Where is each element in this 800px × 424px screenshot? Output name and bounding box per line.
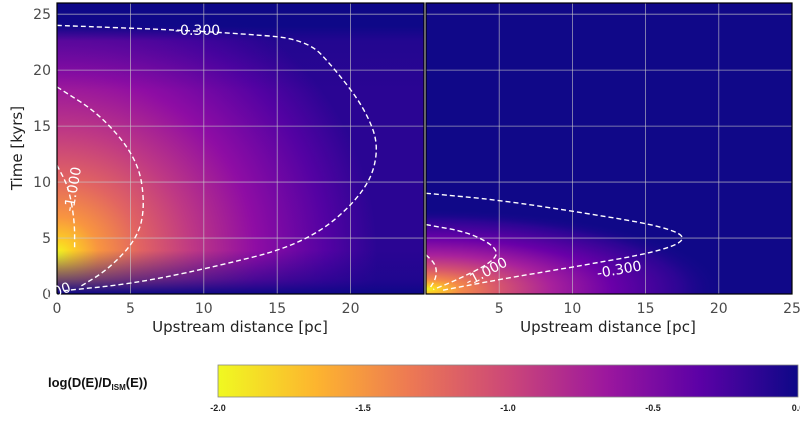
colorbar-tick-label: 0.0 (792, 403, 800, 413)
right-grid (426, 3, 792, 294)
left-ylabel: Time [kyrs] (8, 106, 26, 191)
contour-label-left-top: -0.300 (175, 23, 220, 39)
x-tick-label: 5 (495, 301, 504, 317)
colorbar: log(D(E)/DISM(E)) -2.0 -1.5 -1.0 -0.5 0.0 (48, 364, 800, 413)
x-tick-label: 5 (126, 301, 135, 317)
x-tick-label: 10 (195, 301, 213, 317)
y-tick-label: 15 (33, 119, 51, 135)
contour-label-left-side: -1.000 (62, 166, 86, 213)
right-contours (426, 192, 683, 292)
x-tick-label: 20 (710, 301, 728, 317)
contour-line (426, 223, 497, 291)
right-panel: 5 10 15 20 25 -1.000 -0.300 Upstream distanc… (425, 2, 800, 336)
colorbar-tick-label: -1.0 (500, 403, 516, 413)
x-tick-label: 15 (268, 301, 286, 317)
right-ticks: 5 10 15 20 25 (495, 301, 800, 317)
contour-line (426, 192, 683, 292)
x-tick-label: 20 (342, 301, 360, 317)
contour-label-left-bottom: -1.000 (25, 280, 73, 310)
colorbar-tick-label: -0.5 (645, 403, 661, 413)
colorbar-gradient (218, 365, 798, 397)
x-tick-label: 10 (563, 301, 581, 317)
x-tick-label: 25 (783, 301, 800, 317)
colorbar-title: log(D(E)/DISM(E)) (48, 375, 147, 392)
contour-line (426, 254, 437, 290)
colorbar-tick-label: -2.0 (210, 403, 226, 413)
y-tick-label: 10 (33, 175, 51, 191)
left-grid (57, 3, 424, 294)
y-tick-label: 0 (42, 287, 51, 303)
x-tick-label: 0 (53, 301, 62, 317)
y-tick-label: 25 (33, 7, 51, 23)
contour-line (57, 24, 377, 292)
left-frame (56, 2, 425, 295)
contour-label-right-outer: -0.300 (596, 258, 643, 282)
contour-line (57, 86, 144, 288)
left-ticks: 0 5 10 15 20 0 5 10 15 20 25 (33, 7, 359, 317)
right-heatmap (426, 3, 792, 294)
x-tick-label: 15 (637, 301, 655, 317)
contour-line (57, 164, 76, 250)
right-frame (425, 2, 793, 295)
colorbar-ticks: -2.0 -1.5 -1.0 -0.5 0.0 (210, 403, 800, 413)
colorbar-frame (217, 364, 799, 398)
y-tick-label: 5 (42, 231, 51, 247)
left-heatmap (57, 3, 424, 294)
left-contours (57, 24, 377, 292)
y-tick-label: 20 (33, 63, 51, 79)
colorbar-tick-label: -1.5 (355, 403, 371, 413)
right-xlabel: Upstream distance [pc] (520, 318, 696, 336)
left-xlabel: Upstream distance [pc] (152, 318, 328, 336)
